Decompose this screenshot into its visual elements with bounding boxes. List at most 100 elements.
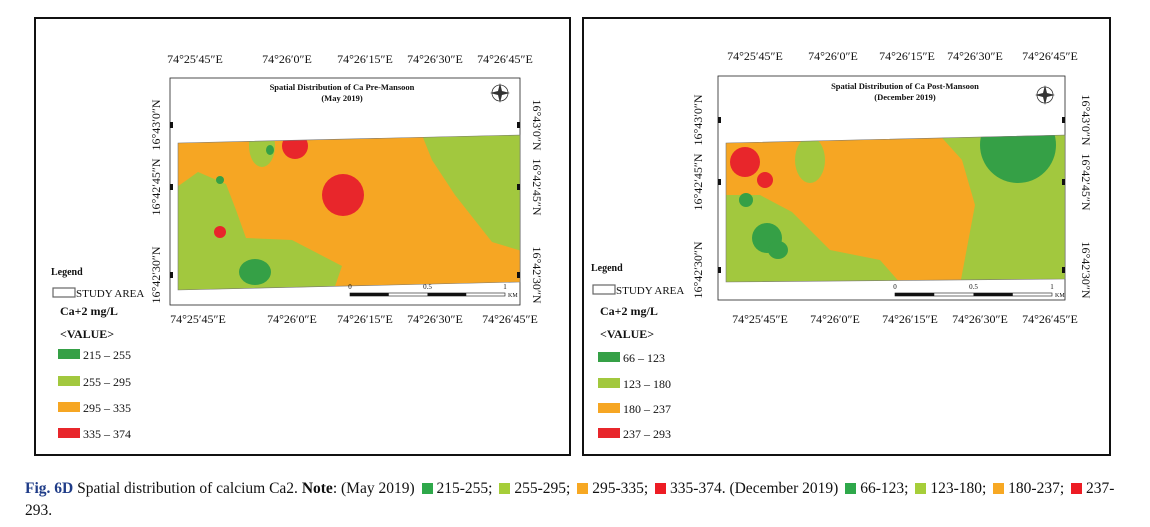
legend-swatch — [58, 402, 80, 412]
legend-class-label: 255 – 295 — [83, 375, 131, 389]
scale-label: 0.5 — [423, 283, 432, 291]
graticule-tick — [170, 122, 173, 128]
longitude-label: 74°26′45″E — [1022, 49, 1078, 63]
scale-unit: KM — [508, 293, 518, 299]
longitude-label: 74°26′45″E — [1022, 312, 1078, 326]
zone — [768, 241, 788, 259]
longitude-label: 74°25′45″E — [732, 312, 788, 326]
legend-class-label: 66 – 123 — [623, 351, 665, 365]
north-arrow — [1035, 85, 1055, 105]
period: (December 2019) — [729, 480, 839, 497]
study-area-outline — [725, 134, 1066, 283]
longitude-label: 74°25′45″E — [170, 312, 226, 326]
latitude-label: 16°42′30″N — [1079, 241, 1093, 298]
legend-swatch — [598, 352, 620, 362]
zone — [420, 135, 520, 252]
legend-value-header: <VALUE> — [600, 327, 654, 341]
longitude-label: 74°26′0″E — [262, 52, 312, 66]
legend-swatch — [598, 378, 620, 388]
scale-label: 0 — [893, 283, 897, 291]
longitude-label: 74°26′45″E — [482, 312, 538, 326]
legend-class-label: 335 – 374 — [83, 427, 131, 441]
latitude-label: 16°42′30″N — [691, 241, 705, 298]
legend-class-label: 123 – 180 — [623, 377, 671, 391]
legend-class-label: 215 – 255 — [83, 348, 131, 362]
graticule-tick — [517, 184, 520, 190]
longitude-label: 74°26′0″E — [267, 312, 317, 326]
zone — [739, 193, 753, 207]
figure: 74°25′45″E 74°26′0″E 74°26′15″E 74°26′30″E 7… — [34, 17, 1111, 456]
latitude-label: 16°42′45″N — [691, 153, 705, 210]
scale-bar — [895, 293, 935, 296]
zone — [757, 172, 773, 188]
graticule-tick — [718, 117, 721, 123]
zone — [239, 259, 271, 285]
latitude-label: 16°42′30″N — [530, 246, 544, 303]
scale-bar — [427, 293, 467, 296]
caption-class: 123-180; — [930, 480, 987, 497]
legend-study-area: STUDY AREA — [616, 285, 684, 297]
caption-class: 255-295; — [514, 480, 571, 497]
zone — [322, 174, 364, 216]
swatch — [915, 483, 927, 494]
legend-title: Legend — [51, 267, 83, 278]
graticule-tick — [170, 184, 173, 190]
caption: Fig. 6D Spatial distribution of calcium … — [25, 480, 1115, 519]
longitude-label: 74°26′30″E — [407, 312, 463, 326]
map-title: (May 2019) — [321, 93, 362, 103]
latitude-label: 16°42′45″N — [530, 158, 544, 215]
caption-text: Spatial distribution of calcium Ca2. — [77, 480, 298, 497]
graticule-tick — [517, 272, 520, 278]
legend-class-label: 180 – 237 — [623, 402, 671, 416]
zone — [730, 147, 760, 177]
swatch — [421, 483, 433, 494]
graticule-tick — [517, 122, 520, 128]
scale-label: 1 — [1050, 283, 1054, 291]
zone — [266, 145, 274, 155]
caption-class: 335-374. — [670, 480, 726, 497]
legend-study-area: STUDY AREA — [76, 288, 144, 300]
period: (May 2019) — [341, 480, 415, 497]
graticule-tick — [1062, 267, 1065, 273]
caption-class: 295-335; — [592, 480, 649, 497]
latitude-label: 16°42′45″N — [149, 158, 163, 215]
legend-unit: Ca+2 mg/L — [60, 304, 118, 318]
graticule-tick — [1062, 117, 1065, 123]
longitude-label: 74°26′15″E — [337, 312, 393, 326]
figure-number: Fig. 6D — [25, 480, 74, 497]
zone — [178, 172, 342, 290]
legend-swatch — [58, 376, 80, 386]
swatch — [1071, 483, 1082, 494]
legend-swatch — [58, 349, 80, 359]
latitude-label: 16°42′30″N — [149, 246, 163, 303]
zone — [795, 137, 825, 183]
scale-unit: KM — [1055, 293, 1065, 299]
graticule-tick — [718, 179, 721, 185]
legend-swatch — [598, 403, 620, 413]
study-area-outline — [177, 134, 521, 291]
longitude-label: 74°26′45″E — [477, 52, 533, 66]
longitude-label: 74°26′30″E — [947, 49, 1003, 63]
caption-class: 180-237; — [1008, 480, 1065, 497]
scale-bar — [350, 293, 389, 296]
graticule-tick — [718, 267, 721, 273]
swatch — [577, 483, 589, 494]
caption-class: 215-255; — [436, 480, 493, 497]
map-title: (December 2019) — [874, 92, 936, 102]
latitude-label: 16°43′0″N — [530, 99, 544, 150]
latitude-label: 16°43′0″N — [691, 94, 705, 145]
note-label: Note — [301, 480, 333, 497]
legend-class-label: 237 – 293 — [623, 427, 671, 441]
north-arrow — [490, 83, 510, 103]
longitude-label: 74°25′45″E — [167, 52, 223, 66]
swatch — [499, 483, 511, 494]
swatch — [993, 483, 1005, 494]
graticule-tick — [170, 272, 173, 278]
graticule-tick — [1062, 179, 1065, 185]
zone — [216, 176, 224, 184]
zone — [214, 226, 226, 238]
longitude-label: 74°26′0″E — [808, 49, 858, 63]
swatch — [655, 483, 667, 494]
latitude-label: 16°43′0″N — [149, 99, 163, 150]
